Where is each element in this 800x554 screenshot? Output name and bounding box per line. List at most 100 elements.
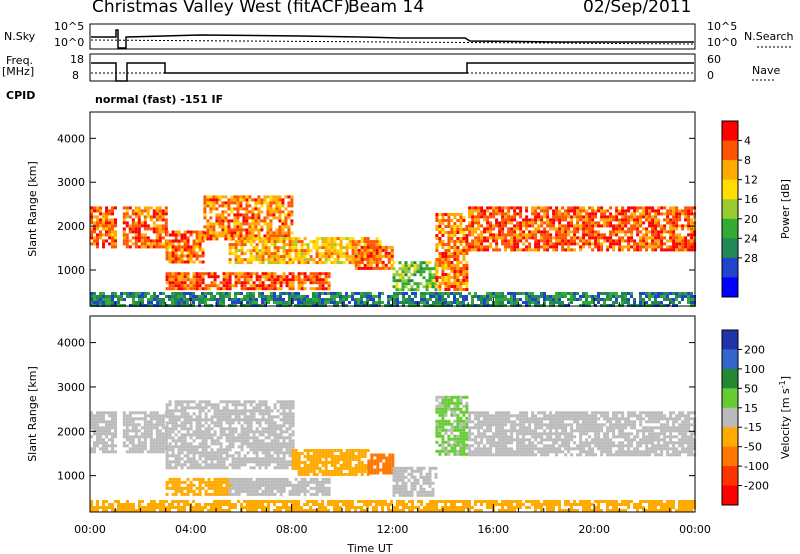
data-cell (648, 218, 652, 222)
data-cell (198, 278, 202, 282)
data-cell (99, 206, 102, 210)
data-cell (516, 233, 520, 237)
data-cell (219, 424, 223, 428)
data-cell (401, 270, 405, 274)
data-cell (486, 245, 490, 249)
data-cell (435, 228, 439, 231)
data-cell (275, 228, 279, 232)
data-cell (258, 421, 262, 425)
data-cell (588, 233, 592, 237)
data-cell (630, 206, 634, 210)
data-cell (108, 224, 111, 228)
data-cell (404, 267, 408, 271)
data-cell (501, 295, 504, 298)
data-cell (416, 282, 420, 286)
data-cell (453, 255, 457, 258)
data-cell (288, 255, 292, 259)
data-cell (354, 298, 357, 301)
data-cell (192, 492, 196, 496)
data-cell (333, 252, 337, 256)
data-cell (528, 236, 532, 240)
data-cell (177, 454, 181, 458)
data-cell (627, 227, 631, 231)
data-cell (263, 216, 267, 220)
data-cell (459, 273, 463, 276)
data-cell (639, 236, 643, 240)
data-cell (315, 246, 319, 250)
data-cell (651, 230, 655, 234)
data-cell (477, 239, 481, 243)
colorbar-tick-label: 8 (744, 154, 751, 167)
data-cell (273, 439, 277, 443)
data-cell (171, 260, 175, 264)
data-cell (540, 215, 544, 219)
data-cell (312, 281, 316, 285)
data-cell (447, 225, 451, 228)
data-cell (237, 439, 241, 443)
data-cell (555, 295, 558, 298)
data-cell (422, 261, 426, 265)
data-cell (657, 245, 661, 249)
data-cell (573, 295, 576, 298)
data-cell (465, 267, 469, 270)
data-cell (128, 447, 132, 451)
data-cell (645, 233, 649, 237)
data-cell (213, 492, 217, 496)
data-cell (258, 292, 261, 295)
data-cell (303, 480, 307, 484)
data-cell (183, 448, 187, 452)
data-cell (690, 239, 694, 243)
data-cell (258, 409, 262, 413)
data-cell (306, 246, 310, 250)
data-cell (378, 243, 382, 247)
data-cell (284, 213, 288, 217)
data-cell (534, 248, 538, 252)
data-cell (288, 433, 292, 437)
data-cell (267, 278, 271, 282)
data-cell (284, 207, 288, 211)
data-cell (228, 409, 232, 413)
data-cell (468, 212, 472, 216)
data-cell (243, 252, 247, 256)
data-cell (291, 424, 295, 428)
data-cell (447, 285, 451, 288)
data-cell (525, 209, 529, 213)
data-cell (570, 301, 573, 304)
data-cell (209, 207, 213, 211)
data-cell (243, 418, 247, 422)
data-cell (279, 298, 282, 301)
data-cell (252, 255, 256, 259)
data-cell (594, 236, 598, 240)
data-cell (155, 438, 159, 442)
data-cell (192, 275, 196, 279)
data-cell (419, 270, 423, 274)
data-cell (444, 225, 448, 228)
data-cell (288, 445, 292, 449)
data-cell (333, 249, 337, 253)
data-cell (348, 470, 352, 473)
data-cell (501, 230, 505, 234)
data-cell (555, 248, 559, 252)
data-cell (519, 206, 523, 210)
data-cell (585, 212, 589, 216)
data-cell (252, 240, 256, 244)
data-cell (288, 415, 292, 419)
data-cell (516, 242, 520, 246)
data-cell (441, 282, 445, 285)
data-cell (237, 418, 241, 422)
data-cell (234, 415, 238, 419)
data-cell (171, 448, 175, 452)
data-cell (246, 295, 249, 298)
data-cell (387, 245, 391, 249)
data-cell (642, 292, 645, 295)
data-cell (471, 295, 474, 298)
data-cell (354, 243, 358, 247)
data-cell (309, 486, 313, 490)
data-cell (588, 230, 592, 234)
data-cell (534, 298, 537, 301)
data-cell (114, 444, 117, 448)
data-cell (195, 486, 199, 490)
data-cell (180, 301, 183, 304)
data-cell (591, 224, 595, 228)
data-cell (285, 460, 289, 464)
